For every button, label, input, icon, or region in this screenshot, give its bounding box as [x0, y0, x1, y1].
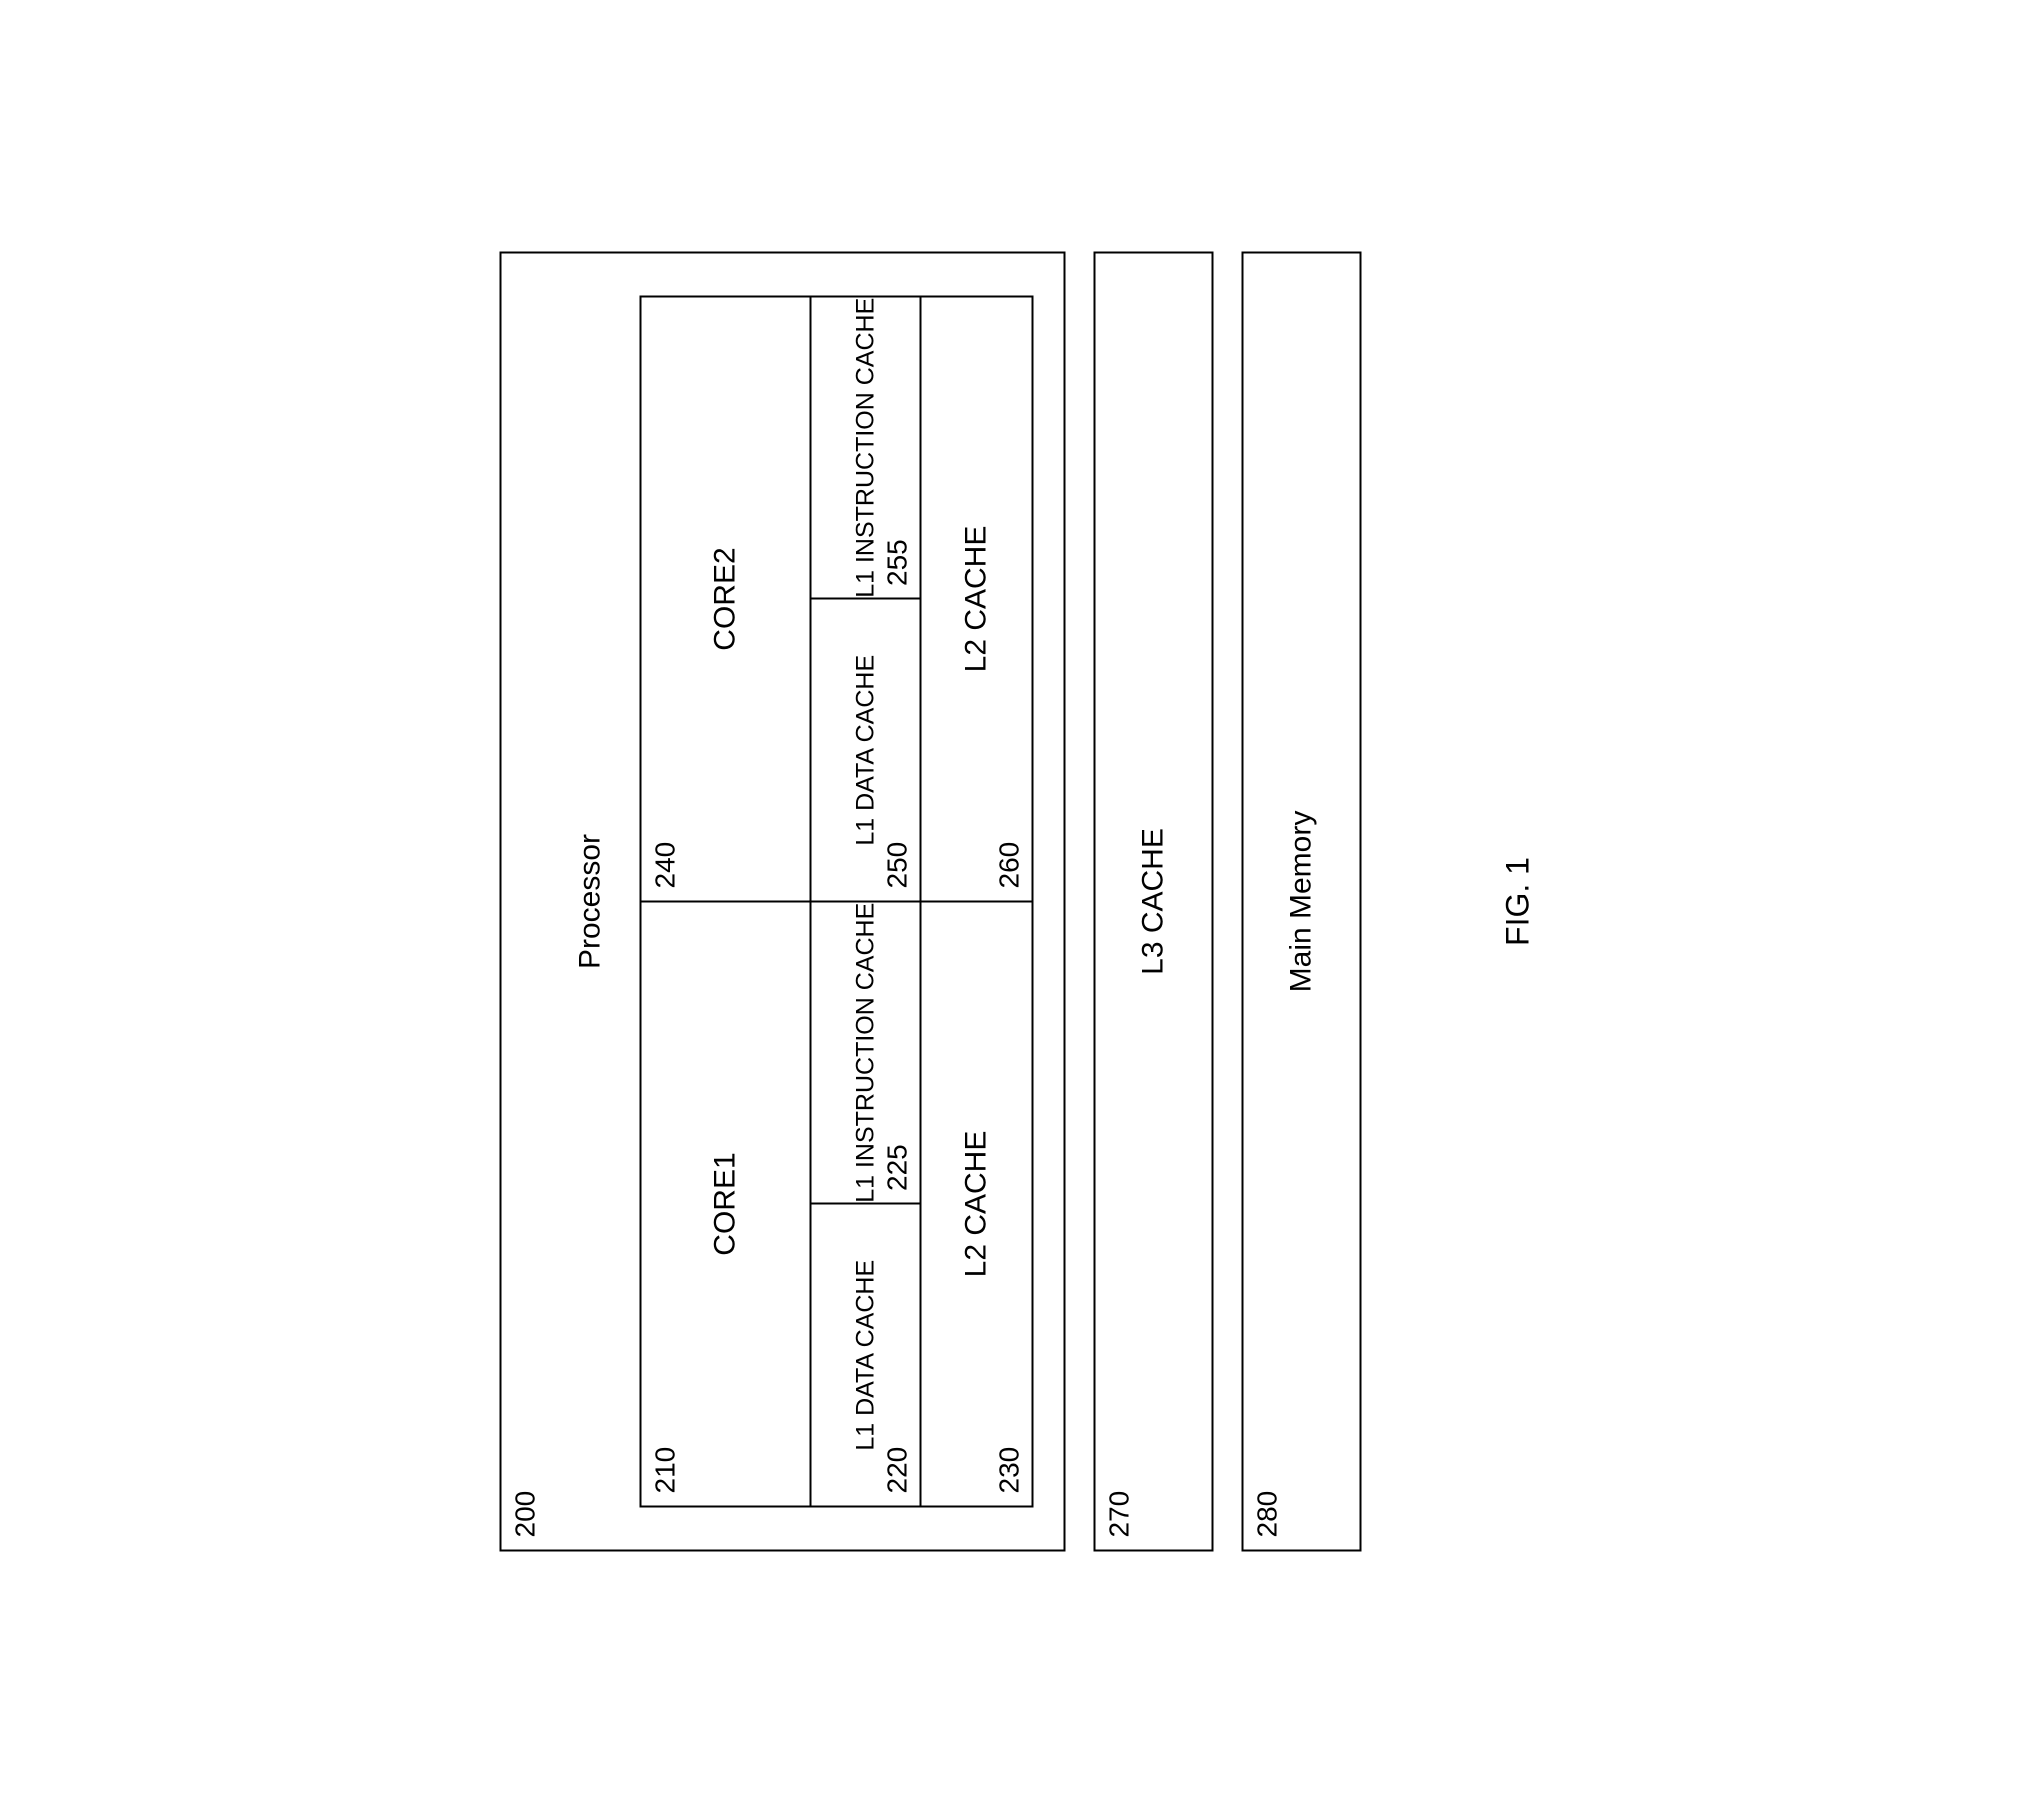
l3-cache-label: L3 CACHE: [1136, 828, 1170, 975]
core2-l1-instr-ref: 255: [881, 539, 913, 586]
core2-l1-row: 250 L1 DATA CACHE 255 L1 INSTRUCTION CAC…: [811, 297, 921, 900]
core1-label: CORE1: [708, 1152, 742, 1255]
cores-row: 210 CORE1 220 L1 DATA CACHE 225 L1 INSTR…: [639, 295, 1033, 1507]
core2-header: 240 CORE2: [641, 297, 811, 900]
figure-caption: FIG. 1: [1499, 857, 1536, 946]
core2-label: CORE2: [708, 547, 742, 650]
core1-header: 210 CORE1: [641, 902, 811, 1505]
core1-l1-instr-ref: 225: [881, 1144, 913, 1191]
core1-l1-data-label: L1 DATA CACHE: [851, 1259, 880, 1450]
processor-block: 200 Processor 210 CORE1 220 L1 DATA CACH…: [499, 251, 1065, 1551]
core1-l1-data-ref: 220: [881, 1446, 913, 1493]
core2-l1-data: 250 L1 DATA CACHE: [811, 600, 919, 901]
core1-ref: 210: [649, 1446, 681, 1493]
core2-ref: 240: [649, 841, 681, 888]
main-memory-block: 280 Main Memory: [1241, 251, 1361, 1551]
core2-l1-data-ref: 250: [881, 841, 913, 888]
core1-l1-instr: 225 L1 INSTRUCTION CACHE: [811, 902, 919, 1205]
l3-cache-ref: 270: [1103, 1490, 1135, 1537]
core2-l2: 260 L2 CACHE: [921, 297, 1031, 900]
core1-l2-label: L2 CACHE: [959, 1130, 993, 1277]
core1-l2: 230 L2 CACHE: [921, 902, 1031, 1505]
diagram-canvas: 200 Processor 210 CORE1 220 L1 DATA CACH…: [499, 251, 1536, 1551]
core2-l1-data-label: L1 DATA CACHE: [851, 654, 880, 845]
core1-l1-data: 220 L1 DATA CACHE: [811, 1205, 919, 1506]
core2-block: 240 CORE2 250 L1 DATA CACHE 255 L1 INSTR…: [639, 295, 1033, 900]
main-memory-ref: 280: [1251, 1490, 1283, 1537]
processor-ref: 200: [509, 1490, 541, 1537]
main-memory-label: Main Memory: [1284, 810, 1318, 992]
core1-l2-ref: 230: [993, 1446, 1025, 1493]
core1-l1-row: 220 L1 DATA CACHE 225 L1 INSTRUCTION CAC…: [811, 902, 921, 1505]
core1-l1-instr-label: L1 INSTRUCTION CACHE: [851, 902, 880, 1202]
core2-l1-instr-label: L1 INSTRUCTION CACHE: [851, 297, 880, 597]
processor-title: Processor: [573, 833, 607, 968]
l3-cache-block: 270 L3 CACHE: [1093, 251, 1213, 1551]
core2-l2-ref: 260: [993, 841, 1025, 888]
core2-l2-label: L2 CACHE: [959, 525, 993, 672]
core2-l1-instr: 255 L1 INSTRUCTION CACHE: [811, 297, 919, 600]
core1-block: 210 CORE1 220 L1 DATA CACHE 225 L1 INSTR…: [639, 900, 1033, 1507]
